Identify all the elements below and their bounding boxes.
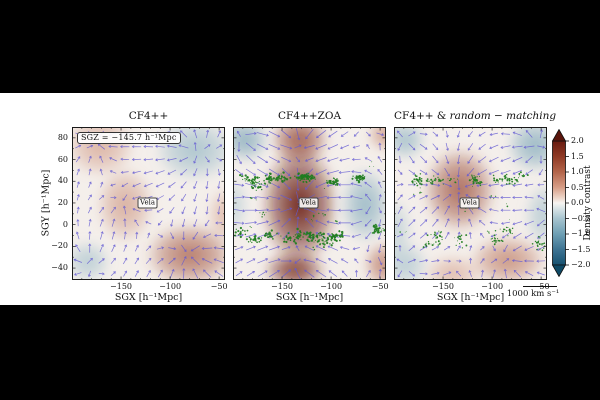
x-tick-label: −100	[481, 282, 504, 291]
x-tick-label: −150	[271, 282, 294, 291]
panel-frame	[72, 127, 225, 280]
colorbar-tick-label: −0.5	[571, 213, 591, 223]
x-tick-label: −50	[210, 282, 228, 291]
y-tick-label: 60	[57, 154, 68, 164]
x-tick-label: −150	[110, 282, 133, 291]
y-tick-label: −20	[51, 241, 68, 251]
colorbar-tick-label: 0.0	[571, 198, 584, 207]
colorbar-tick-label: 1.5	[571, 151, 584, 161]
colorbar	[552, 129, 569, 277]
vela-marker-label: Vela	[298, 197, 319, 209]
galaxy-scatter-layer	[399, 171, 546, 252]
y-tick-label: −40	[51, 263, 68, 273]
panel-title-text: CF4++ZOA	[277, 110, 342, 122]
colorbar-tick-label: −1.0	[571, 229, 591, 238]
colorbar-tick-label: 2.0	[571, 136, 584, 145]
x-axis-label: SGX [h⁻¹Mpc]	[275, 292, 344, 303]
colorbar-under-arrow	[552, 264, 567, 277]
panel-title: CF4++ & random − matching	[394, 109, 556, 124]
panel-frame	[233, 127, 386, 280]
x-tick-label: −100	[320, 282, 343, 291]
colorbar-tick-label: −1.5	[571, 244, 591, 254]
panel-title-italic-text: random − matching	[449, 110, 557, 122]
x-tick-label: −50	[371, 282, 389, 291]
y-tick-label: 40	[57, 176, 68, 186]
x-tick-label: −100	[159, 282, 182, 291]
x-tick-label: −150	[432, 282, 455, 291]
density-field-layer	[394, 127, 547, 280]
panel-title: CF4++ZOA	[233, 109, 386, 124]
colorbar-gradient	[552, 140, 566, 266]
galaxy-scatter-layer	[234, 161, 386, 251]
quiver-key-label: 1000 km s⁻¹	[506, 289, 560, 299]
panel-frame	[394, 127, 547, 280]
quiver-key-scale-line	[523, 286, 557, 287]
y-tick-label: 80	[57, 132, 68, 142]
colorbar-over-arrow	[552, 129, 567, 142]
slice-annotation: SGZ = −145.7 h⁻¹Mpc	[77, 132, 181, 144]
vela-marker-label: Vela	[459, 197, 480, 209]
x-tick-label: −50	[532, 282, 550, 291]
velocity-quiver-layer	[396, 129, 546, 279]
colorbar-tick-label: 0.5	[571, 182, 584, 192]
panel-title-text: CF4++	[128, 110, 169, 122]
vela-marker-label: Vela	[137, 197, 158, 209]
y-tick-label: 0	[62, 219, 68, 229]
panel-title-text: CF4++ &	[394, 110, 450, 122]
x-axis-label: SGX [h⁻¹Mpc]	[436, 292, 505, 303]
colorbar-tick-label: −2.0	[571, 260, 591, 269]
panel-title: CF4++	[72, 109, 225, 124]
colorbar-tick-label: 1.0	[571, 167, 584, 176]
x-axis-label: SGX [h⁻¹Mpc]	[114, 292, 183, 303]
y-tick-label: 20	[57, 197, 68, 207]
